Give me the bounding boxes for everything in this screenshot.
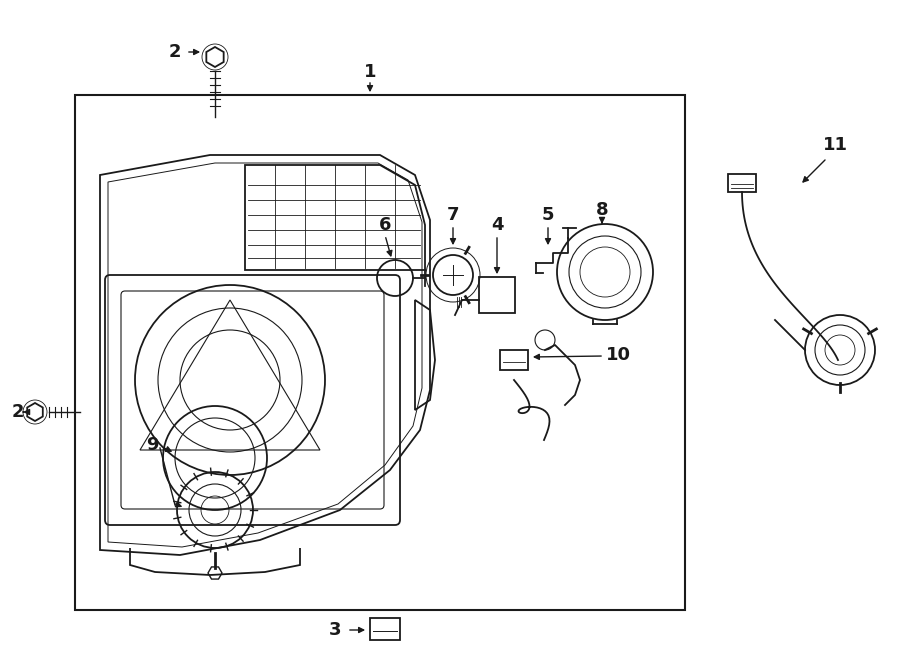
Bar xyxy=(479,277,515,313)
Bar xyxy=(370,618,400,640)
Text: 9: 9 xyxy=(146,436,158,454)
Text: 1: 1 xyxy=(364,63,376,81)
Text: 4: 4 xyxy=(491,216,503,234)
Text: 2: 2 xyxy=(169,43,181,61)
Text: 8: 8 xyxy=(596,201,608,219)
Text: 10: 10 xyxy=(606,346,631,364)
Bar xyxy=(500,350,528,370)
Text: 3: 3 xyxy=(328,621,341,639)
Bar xyxy=(728,174,756,192)
Text: 7: 7 xyxy=(446,206,459,224)
Bar xyxy=(75,95,685,610)
Text: 5: 5 xyxy=(542,206,554,224)
Text: 6: 6 xyxy=(379,216,392,234)
Text: 2: 2 xyxy=(12,403,24,421)
Text: 11: 11 xyxy=(823,136,848,154)
